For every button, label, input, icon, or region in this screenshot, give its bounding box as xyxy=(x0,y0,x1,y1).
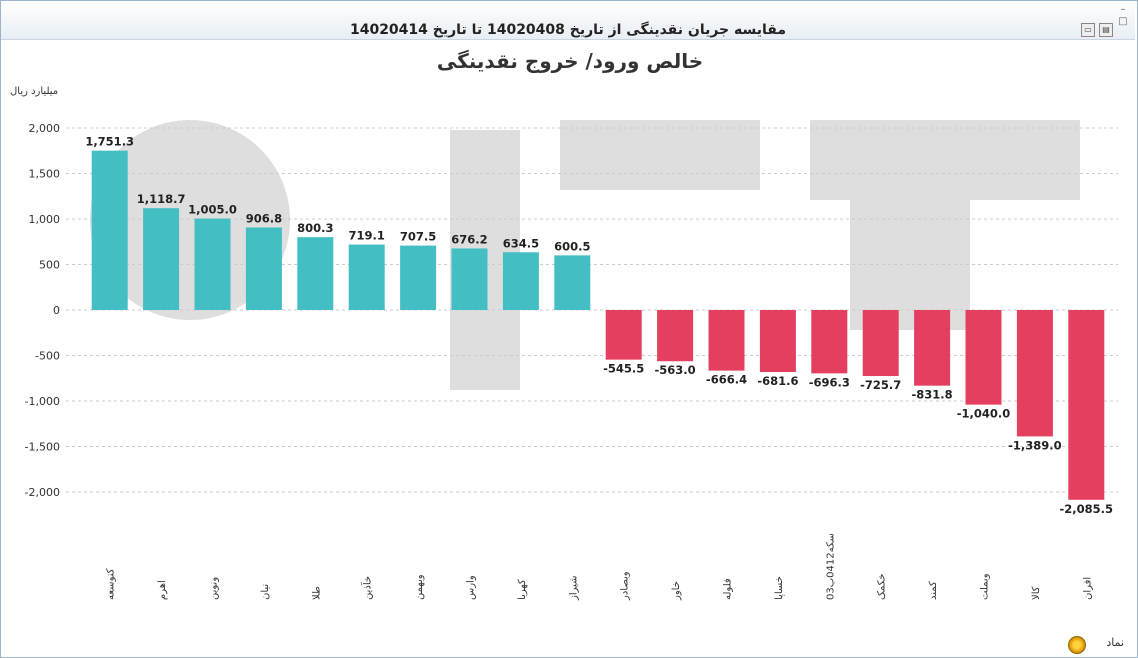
bar[interactable] xyxy=(502,252,539,310)
bar[interactable] xyxy=(400,245,437,310)
watermark-shape xyxy=(810,120,1080,200)
bar[interactable] xyxy=(1068,310,1105,500)
data-label: 634.5 xyxy=(503,236,539,250)
x-tick-label: کمند xyxy=(928,581,939,600)
y-tick-label: 2,000 xyxy=(29,122,61,135)
toolbar: ▭ ▤ xyxy=(1081,23,1113,37)
data-label: -2,085.5 xyxy=(1060,502,1114,516)
bar[interactable] xyxy=(914,310,951,386)
x-tick-label: اهرم xyxy=(157,580,168,600)
data-label: -681.6 xyxy=(757,374,798,388)
y-tick-label: -500 xyxy=(35,350,60,363)
bar[interactable] xyxy=(605,310,642,360)
x-tick-label: سکه0412ب03 xyxy=(825,533,836,600)
x-tick-label: خاور xyxy=(671,581,682,601)
chart-title: خالص ورود/ خروج نقدینگی xyxy=(437,49,703,73)
data-label: -563.0 xyxy=(655,363,696,377)
bar[interactable] xyxy=(245,227,282,310)
data-label: 1,751.3 xyxy=(85,135,134,149)
export-icon[interactable]: ▤ xyxy=(1099,23,1113,37)
y-tick-label: -1,000 xyxy=(25,395,60,408)
x-tick-label: وبصادر xyxy=(620,571,631,601)
x-tick-label: فلوله xyxy=(723,578,734,600)
x-tick-label: ونوین xyxy=(209,577,220,600)
print-icon[interactable]: ▭ xyxy=(1081,23,1095,37)
symbol-label: نماد xyxy=(1106,636,1124,649)
y-tick-label: 1,500 xyxy=(29,168,61,181)
x-tick-label: وارس xyxy=(466,575,477,600)
minimize-icon[interactable]: – xyxy=(1120,4,1126,15)
window-titlebar: مقایسه جریان نقدینگی از تاریخ 14020408 ت… xyxy=(1,1,1135,40)
data-label: 800.3 xyxy=(297,221,333,235)
bar[interactable] xyxy=(91,150,128,310)
x-tick-label: خساپا xyxy=(774,576,785,600)
bar[interactable] xyxy=(811,310,848,374)
x-tick-label: وبهمن xyxy=(414,574,425,600)
y-tick-label: 0 xyxy=(53,304,60,317)
x-tick-label: خآذین xyxy=(361,576,374,600)
data-label: -545.5 xyxy=(603,362,644,376)
y-axis-label: میلیارد ریال xyxy=(10,86,58,97)
bar[interactable] xyxy=(554,255,591,310)
bar[interactable] xyxy=(657,310,694,362)
x-tick-label: افران xyxy=(1082,577,1093,600)
data-label: 707.5 xyxy=(400,230,436,244)
data-label: 719.1 xyxy=(349,229,385,243)
watermark-logo xyxy=(90,120,1080,390)
x-tick-label: کالا xyxy=(1031,586,1042,600)
watermark-shape xyxy=(560,120,760,190)
data-label: -666.4 xyxy=(706,373,747,387)
y-tick-label: -1,500 xyxy=(25,441,60,454)
data-label: 1,118.7 xyxy=(137,192,186,206)
data-label: 600.5 xyxy=(554,239,590,253)
data-label: -696.3 xyxy=(809,375,850,389)
bar[interactable] xyxy=(759,310,796,373)
data-label: -1,389.0 xyxy=(1008,438,1062,452)
data-label: 676.2 xyxy=(451,232,487,246)
refresh-icon[interactable] xyxy=(1068,636,1086,654)
data-label: -725.7 xyxy=(860,378,901,392)
y-tick-label: 1,000 xyxy=(29,213,61,226)
data-label: 906.8 xyxy=(246,211,282,225)
x-tick-label: وبملت xyxy=(980,573,991,600)
bar[interactable] xyxy=(965,310,1002,405)
bar[interactable] xyxy=(194,218,231,310)
x-tick-label: طلا xyxy=(311,586,322,600)
bar[interactable] xyxy=(451,248,488,310)
bar[interactable] xyxy=(348,244,385,310)
x-tick-label: کهربا xyxy=(517,579,528,600)
window-subtitle: مقایسه جریان نقدینگی از تاریخ 14020408 ت… xyxy=(349,22,787,38)
window-controls: – □ xyxy=(1117,5,1129,27)
bar[interactable] xyxy=(862,310,899,377)
maximize-icon[interactable]: □ xyxy=(1118,16,1128,27)
bar[interactable] xyxy=(297,237,334,310)
x-tick-label: شیراز xyxy=(568,575,579,601)
data-label: 1,005.0 xyxy=(188,203,237,217)
y-tick-label: -2,000 xyxy=(25,486,60,499)
data-label: -831.8 xyxy=(912,388,953,402)
x-tick-label: خکمک xyxy=(877,574,888,600)
y-tick-label: 500 xyxy=(39,259,60,272)
bar[interactable] xyxy=(708,310,745,371)
bar[interactable] xyxy=(143,208,180,310)
x-tick-label: کنوسعه xyxy=(106,568,117,600)
data-label: -1,040.0 xyxy=(957,407,1011,421)
bar[interactable] xyxy=(1016,310,1053,437)
watermark-shape xyxy=(90,120,290,320)
x-tick-label: نیان xyxy=(260,584,271,600)
